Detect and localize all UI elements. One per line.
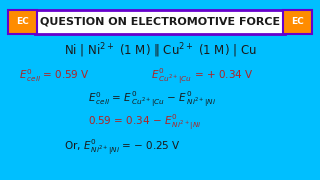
- FancyBboxPatch shape: [8, 10, 37, 34]
- FancyBboxPatch shape: [283, 10, 312, 34]
- Text: $\mathit{E}^0_{\,cell}$ = 0.59 V: $\mathit{E}^0_{\,cell}$ = 0.59 V: [19, 68, 89, 84]
- Text: Or, $\mathit{E}^0_{\,Ni^{2+}|Ni}$ = $-$ 0.25 V: Or, $\mathit{E}^0_{\,Ni^{2+}|Ni}$ = $-$ …: [64, 137, 180, 157]
- Text: QUESTION ON ELECTROMOTIVE FORCE: QUESTION ON ELECTROMOTIVE FORCE: [40, 17, 280, 27]
- Text: Ni $\mathsf{|}$ Ni$^{2+}$ (1 M) $\mathsf{\|}$ Cu$^{2+}$ (1 M) $\mathsf{|}$ Cu: Ni $\mathsf{|}$ Ni$^{2+}$ (1 M) $\mathsf…: [64, 42, 256, 60]
- Text: $\mathit{E}^0_{\,Cu^{2+}|Cu}$ = + 0.34 V: $\mathit{E}^0_{\,Cu^{2+}|Cu}$ = + 0.34 V: [151, 66, 253, 86]
- Text: EC: EC: [291, 17, 304, 26]
- Text: EC: EC: [16, 17, 29, 26]
- Text: $0.59$ = $0.34$ $-$ $\mathit{E}^0_{\,Ni^{2+}|Ni}$: $0.59$ = $0.34$ $-$ $\mathit{E}^0_{\,Ni^…: [88, 112, 201, 132]
- Text: $\mathit{E}^0_{\,cell}$ = $\mathit{E}^0_{\,Cu^{2+}|Cu}$ $-$ $\mathit{E}^0_{\,Ni^: $\mathit{E}^0_{\,cell}$ = $\mathit{E}^0_…: [88, 89, 216, 109]
- FancyBboxPatch shape: [35, 10, 285, 34]
